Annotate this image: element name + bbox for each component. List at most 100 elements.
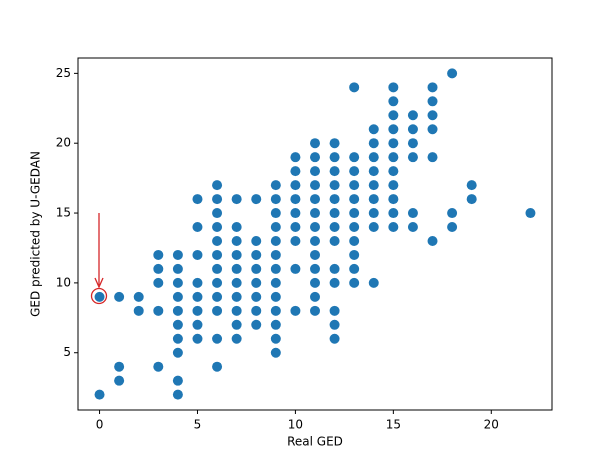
scatter-point bbox=[310, 222, 320, 233]
scatter-point bbox=[427, 82, 438, 93]
scatter-point bbox=[212, 291, 223, 302]
arrow-head bbox=[94, 277, 104, 289]
scatter-point bbox=[329, 152, 340, 163]
scatter-point bbox=[231, 249, 242, 260]
scatter-point bbox=[172, 277, 183, 288]
scatter-point bbox=[388, 166, 399, 177]
scatter-point bbox=[290, 152, 301, 163]
scatter-point bbox=[114, 375, 125, 386]
scatter-point bbox=[114, 361, 125, 372]
scatter-point bbox=[310, 194, 320, 205]
scatter-point bbox=[172, 263, 183, 274]
scatter-point bbox=[466, 180, 477, 191]
scatter-point bbox=[172, 389, 183, 400]
y-tick-label: 5 bbox=[63, 345, 71, 359]
scatter-point bbox=[270, 208, 281, 219]
scatter-point bbox=[329, 235, 340, 246]
scatter-point bbox=[329, 305, 340, 316]
scatter-point bbox=[368, 152, 379, 163]
scatter-point bbox=[212, 263, 223, 274]
scatter-point bbox=[290, 235, 301, 246]
y-tick-label: 10 bbox=[56, 275, 71, 289]
scatter-point bbox=[172, 249, 183, 260]
scatter-point bbox=[212, 208, 223, 219]
scatter-point bbox=[349, 235, 360, 246]
x-tick-label: 0 bbox=[96, 418, 104, 432]
scatter-point bbox=[231, 194, 242, 205]
scatter-point bbox=[407, 208, 418, 219]
scatter-point bbox=[310, 249, 320, 260]
scatter-point bbox=[310, 180, 320, 191]
x-tick-label: 10 bbox=[288, 418, 303, 432]
x-tick-label: 5 bbox=[194, 418, 202, 432]
scatter-point bbox=[427, 152, 438, 163]
scatter-point bbox=[251, 194, 262, 205]
scatter-point bbox=[407, 110, 418, 121]
scatter-point bbox=[251, 291, 262, 302]
scatter-point bbox=[310, 235, 320, 246]
scatter-point bbox=[329, 222, 340, 233]
scatter-point bbox=[251, 263, 262, 274]
scatter-point bbox=[388, 138, 399, 149]
scatter-point bbox=[212, 235, 223, 246]
scatter-point bbox=[172, 333, 183, 344]
scatter-point bbox=[427, 96, 438, 107]
scatter-point bbox=[192, 222, 203, 233]
scatter-point bbox=[388, 124, 399, 135]
scatter-point bbox=[368, 138, 379, 149]
scatter-point bbox=[212, 180, 223, 191]
scatter-point bbox=[329, 166, 340, 177]
scatter-point bbox=[310, 208, 320, 219]
scatter-point bbox=[368, 194, 379, 205]
scatter-point bbox=[368, 180, 379, 191]
scatter-point bbox=[349, 249, 360, 260]
scatter-point bbox=[447, 222, 458, 233]
scatter-point bbox=[349, 82, 360, 93]
scatter-point bbox=[407, 222, 418, 233]
y-tick-label: 20 bbox=[56, 136, 71, 150]
scatter-point bbox=[270, 249, 281, 260]
scatter-point bbox=[231, 277, 242, 288]
scatter-point bbox=[270, 235, 281, 246]
scatter-point bbox=[192, 305, 203, 316]
scatter-point bbox=[212, 222, 223, 233]
scatter-point bbox=[466, 194, 477, 205]
scatter-point bbox=[427, 235, 438, 246]
scatter-point bbox=[270, 180, 281, 191]
scatter-point bbox=[212, 249, 223, 260]
scatter-point bbox=[349, 166, 360, 177]
scatter-point bbox=[329, 319, 340, 330]
scatter-point bbox=[153, 249, 164, 260]
scatter-point bbox=[329, 208, 340, 219]
scatter-point bbox=[114, 291, 125, 302]
scatter-point bbox=[349, 194, 360, 205]
scatter-point bbox=[427, 124, 438, 135]
scatter-point bbox=[172, 305, 183, 316]
scatter-point bbox=[231, 305, 242, 316]
scatter-point bbox=[368, 277, 379, 288]
scatter-point bbox=[427, 110, 438, 121]
scatter-point bbox=[133, 305, 144, 316]
scatter-point bbox=[407, 124, 418, 135]
scatter-point bbox=[270, 291, 281, 302]
scatter-point bbox=[94, 389, 105, 400]
scatter-point bbox=[290, 180, 301, 191]
scatter-point bbox=[388, 96, 399, 107]
x-axis-label: Real GED bbox=[287, 435, 343, 449]
x-tick-label: 20 bbox=[484, 418, 499, 432]
scatter-point bbox=[349, 180, 360, 191]
scatter-point bbox=[329, 277, 340, 288]
scatter-point bbox=[368, 208, 379, 219]
scatter-point bbox=[310, 152, 320, 163]
scatter-point bbox=[329, 138, 340, 149]
scatter-point bbox=[192, 333, 203, 344]
scatter-point bbox=[310, 263, 320, 274]
x-tick-label: 15 bbox=[386, 418, 401, 432]
scatter-point bbox=[310, 277, 320, 288]
scatter-point bbox=[388, 194, 399, 205]
scatter-point bbox=[153, 263, 164, 274]
scatter-point bbox=[192, 319, 203, 330]
scatter-point bbox=[290, 208, 301, 219]
scatter-point bbox=[133, 291, 144, 302]
scatter-point bbox=[231, 235, 242, 246]
